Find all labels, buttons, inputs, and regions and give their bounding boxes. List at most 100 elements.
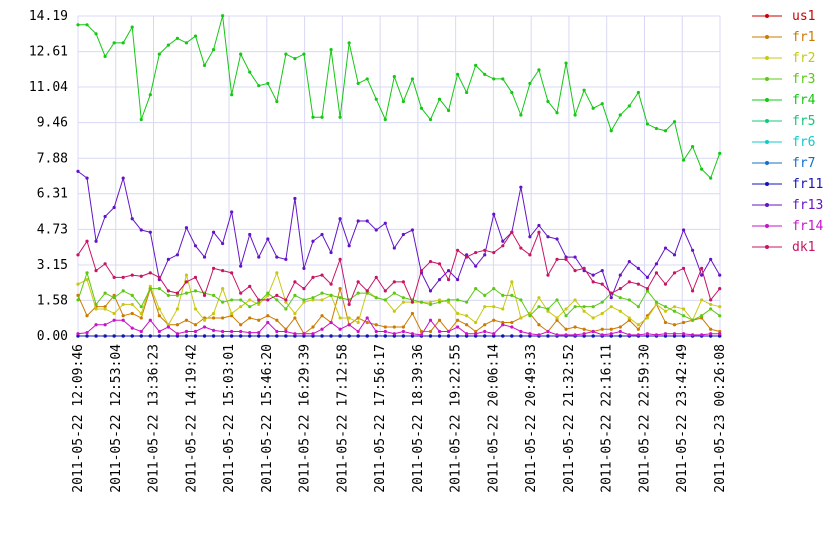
data-point <box>537 305 541 309</box>
data-point <box>184 291 189 295</box>
data-point <box>329 334 333 338</box>
data-point <box>175 332 180 336</box>
data-point <box>681 314 686 318</box>
data-point <box>284 52 288 56</box>
data-point <box>130 334 134 338</box>
data-point <box>654 300 659 304</box>
data-point <box>347 323 351 327</box>
data-point <box>501 323 505 327</box>
data-point <box>609 332 613 336</box>
data-point <box>465 90 469 95</box>
data-point <box>591 316 595 320</box>
data-point <box>681 266 686 270</box>
x-tick-label: 2011-05-22 23:42:49 <box>675 344 690 493</box>
data-point <box>392 325 396 329</box>
data-point <box>248 232 252 237</box>
data-point <box>202 325 207 329</box>
data-point <box>428 289 433 293</box>
data-point <box>365 334 369 338</box>
data-point <box>483 253 487 257</box>
data-point <box>573 269 577 273</box>
data-point <box>672 305 677 309</box>
data-point <box>645 122 650 126</box>
y-tick-label: 9.46 <box>37 116 68 131</box>
data-point <box>474 264 478 268</box>
data-point <box>627 318 631 322</box>
data-point <box>112 293 116 298</box>
data-point <box>311 325 315 329</box>
data-point <box>654 126 659 131</box>
x-tick-label: 2011-05-22 16:29:39 <box>298 344 313 493</box>
data-point <box>248 284 252 288</box>
x-tick-label: 2011-05-23 00:26:08 <box>713 344 728 493</box>
data-point <box>564 255 568 259</box>
data-point <box>103 307 107 311</box>
data-point <box>483 305 487 309</box>
data-point <box>465 314 469 318</box>
data-point <box>329 48 333 52</box>
data-point <box>456 278 460 282</box>
data-point <box>645 332 650 336</box>
data-point <box>519 334 523 338</box>
data-point <box>85 23 89 27</box>
data-point <box>591 280 595 284</box>
data-point <box>130 217 134 221</box>
data-point <box>401 329 405 334</box>
data-point <box>410 332 415 336</box>
data-point <box>519 185 523 189</box>
data-point <box>392 75 396 79</box>
data-point <box>103 291 107 295</box>
data-point <box>239 329 243 334</box>
data-point <box>437 97 442 101</box>
data-point <box>193 244 198 248</box>
y-tick-label: 14.19 <box>29 9 68 24</box>
legend-label: fr2 <box>792 51 815 66</box>
data-point <box>230 334 234 338</box>
data-point <box>356 219 360 223</box>
data-point <box>456 248 460 252</box>
data-point <box>139 228 143 232</box>
data-point <box>166 289 170 293</box>
data-point <box>166 334 170 338</box>
data-point <box>320 232 324 237</box>
data-point <box>537 223 541 228</box>
data-point <box>546 307 550 311</box>
legend-label: fr6 <box>792 135 815 150</box>
data-point <box>175 323 180 327</box>
data-point <box>410 228 415 232</box>
data-point <box>718 305 722 309</box>
data-point <box>184 329 189 334</box>
data-point <box>148 287 152 291</box>
data-point <box>609 334 613 338</box>
data-point <box>492 250 496 255</box>
data-point <box>112 41 116 45</box>
data-point <box>718 329 722 334</box>
legend-label: us1 <box>792 9 815 24</box>
data-point <box>636 90 640 95</box>
data-point <box>374 334 378 338</box>
data-point <box>419 106 424 110</box>
data-point <box>103 305 107 309</box>
data-point <box>618 113 622 117</box>
data-point <box>320 273 324 277</box>
data-point <box>672 120 677 124</box>
x-tick-label: 2011-05-22 20:49:33 <box>524 344 539 493</box>
data-point <box>700 314 704 318</box>
data-point <box>718 334 722 338</box>
data-point <box>230 329 234 334</box>
data-point <box>320 298 324 302</box>
data-point <box>672 253 677 257</box>
data-point <box>302 287 306 291</box>
data-point <box>564 333 568 337</box>
data-point <box>474 332 478 336</box>
data-point <box>275 99 279 104</box>
data-point <box>365 291 369 295</box>
data-point <box>112 275 116 279</box>
data-point <box>365 219 369 223</box>
data-point <box>627 316 631 320</box>
data-point <box>338 327 342 331</box>
data-point <box>356 291 360 295</box>
data-point <box>239 264 243 268</box>
data-point <box>419 333 424 337</box>
data-point <box>546 273 550 277</box>
